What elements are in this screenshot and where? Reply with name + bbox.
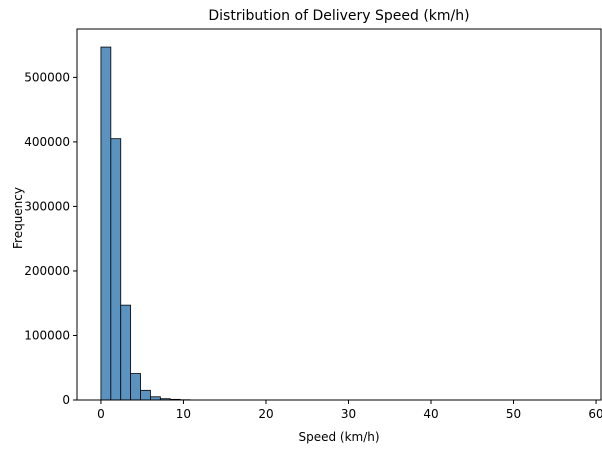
histogram-bar-2	[121, 305, 131, 400]
histogram-bar-4	[141, 390, 151, 400]
histogram-bar-3	[131, 374, 141, 400]
y-axis: 0 100000 200000 300000 400000 500000	[24, 70, 77, 407]
x-tick-label: 0	[97, 407, 105, 421]
y-tick-label: 400000	[24, 135, 70, 149]
y-tick-label: 200000	[24, 264, 70, 278]
x-tick-label: 30	[341, 407, 356, 421]
x-tick-label: 40	[423, 407, 438, 421]
x-tick-label: 10	[176, 407, 191, 421]
bars-group	[101, 47, 210, 400]
x-axis: 0 10 20 30 40 50 60	[97, 400, 602, 421]
x-axis-label: Speed (km/h)	[298, 430, 379, 444]
y-axis-label: Frequency	[11, 187, 25, 249]
chart-title: Distribution of Delivery Speed (km/h)	[208, 8, 469, 24]
histogram-bar-1	[111, 139, 121, 400]
y-tick-label: 300000	[24, 199, 70, 213]
plot-frame	[77, 29, 601, 400]
x-tick-label: 20	[258, 407, 273, 421]
y-tick-label: 0	[62, 393, 70, 407]
y-tick-label: 500000	[24, 70, 70, 84]
x-tick-label: 60	[588, 407, 602, 421]
histogram-bar-0	[101, 47, 111, 400]
y-tick-label: 100000	[24, 328, 70, 342]
x-tick-label: 50	[506, 407, 521, 421]
